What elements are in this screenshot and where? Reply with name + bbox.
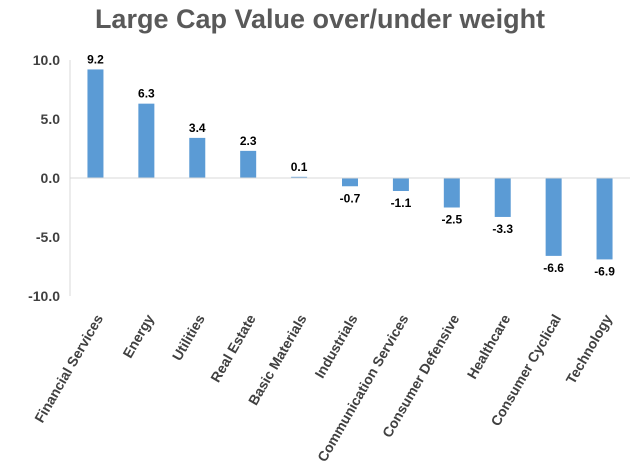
bar [240,150,257,178]
y-tick-label: -5.0 [36,229,60,245]
bar [342,178,358,187]
category-label: Communication Services [314,311,412,464]
y-tick-label: 0.0 [41,170,61,186]
data-label: -0.7 [340,191,361,205]
category-label: Technology [563,311,616,386]
y-tick-label: 10.0 [33,52,60,68]
bar [189,137,206,178]
data-label: -6.6 [543,261,564,275]
bar [545,178,562,256]
bar [596,178,613,260]
category-label: Energy [119,311,157,360]
category-labels: Financial Services Energy Utilities Real Es… [31,311,615,464]
category-label: Industrials [311,311,360,380]
data-label: -1.1 [391,196,412,210]
bar [138,103,155,178]
bar [392,178,409,191]
y-axis-ticks: 10.0 5.0 0.0 -5.0 -10.0 [28,52,60,304]
bar [87,69,104,178]
data-labels: 9.2 6.3 3.4 2.3 0.1 -0.7 -1.1 -2.5 -3.3 -6.6 -6.9 [87,52,615,278]
data-label: 6.3 [138,87,155,101]
category-label: Real Estate [207,311,259,385]
data-label: 9.2 [87,52,104,66]
data-label: -3.3 [492,222,513,236]
category-label: Utilities [169,311,208,363]
bar [291,176,308,178]
data-label: 2.3 [240,134,257,148]
y-tick-label: -10.0 [28,288,60,304]
bar [494,178,511,217]
data-label: 0.1 [291,160,308,174]
bars [87,69,613,260]
category-label: Financial Services [31,311,106,425]
data-label: 3.4 [189,121,206,135]
chart-title: Large Cap Value over/under weight [94,4,546,34]
y-tick-label: 5.0 [41,111,61,127]
bar [443,178,460,208]
data-label: -2.5 [441,213,462,227]
data-label: -6.9 [594,264,615,278]
category-label: Healthcare [464,311,514,381]
